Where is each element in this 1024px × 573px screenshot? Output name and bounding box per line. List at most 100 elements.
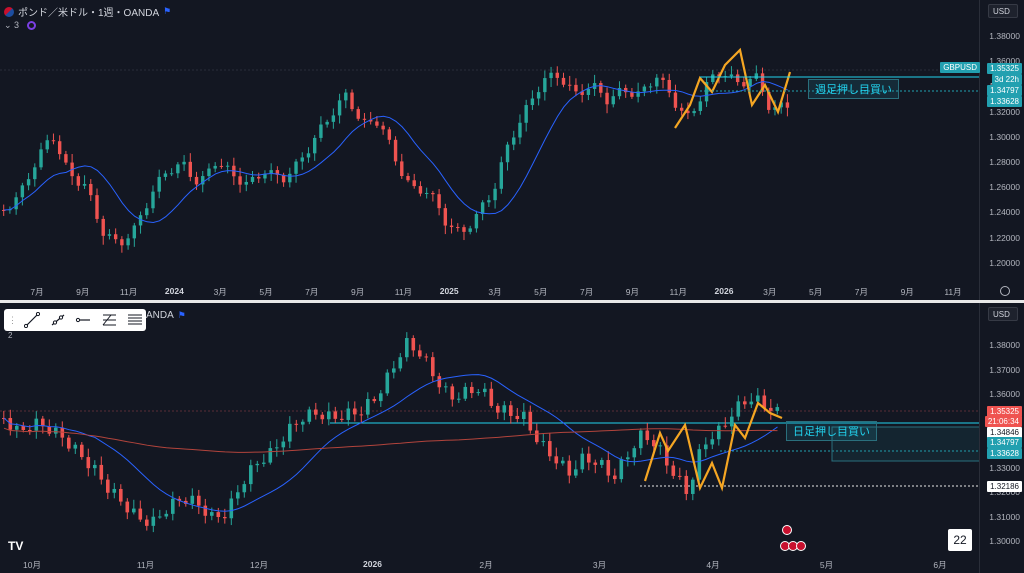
- level-tag-0: 1.34846: [987, 427, 1022, 438]
- candle-body: [138, 508, 143, 520]
- candle-body: [593, 462, 598, 465]
- time-axis[interactable]: 7月 9月 11月 2024 3月 5月 7月 9月 11月 2025 3月 5月 7月 9月 11月 202…: [0, 282, 980, 300]
- weekly-candlestick-plot[interactable]: [0, 0, 980, 282]
- candle-body: [164, 513, 169, 517]
- candle-body: [412, 180, 416, 187]
- candle-body: [493, 188, 497, 201]
- indicator-icon[interactable]: [27, 21, 37, 30]
- candle-body: [34, 418, 39, 431]
- drag-handle-icon[interactable]: ⋮: [8, 314, 17, 325]
- candle-body: [28, 429, 32, 431]
- candle-body: [112, 488, 117, 493]
- weekly-chart-pane[interactable]: ポンド／米ドル・1週・OANDA ⚑ ⌄ 3 USD 1.38000 1.3600…: [0, 0, 1024, 300]
- event-flag-icon[interactable]: [796, 541, 806, 551]
- price-axis[interactable]: USD 1.380001.370001.360001.350001.340001…: [979, 303, 1024, 573]
- flag-icon[interactable]: ⚑: [163, 6, 172, 16]
- candle-body: [275, 170, 280, 175]
- candle-body: [255, 463, 260, 466]
- candle-body: [717, 425, 721, 440]
- candle-body: [190, 495, 195, 504]
- tradingview-logo[interactable]: TV: [8, 539, 24, 553]
- candle-body: [346, 408, 351, 420]
- candle-body: [754, 73, 759, 79]
- event-flag-icon[interactable]: [782, 525, 792, 535]
- candle-body: [736, 401, 741, 417]
- price-tick: 1.22000: [989, 232, 1020, 243]
- candle-body: [379, 393, 383, 402]
- candle-body: [613, 475, 617, 480]
- time-tick: 7月: [305, 287, 319, 297]
- candle-body: [294, 161, 298, 174]
- candle-body: [457, 398, 461, 400]
- candle-body: [406, 176, 410, 181]
- weekly-annotation[interactable]: 週足押し目買い: [808, 79, 899, 99]
- candle-body: [362, 118, 367, 120]
- bar-count-badge[interactable]: 22: [948, 529, 972, 551]
- symbol-tag: GBPUSD: [940, 62, 980, 73]
- price-tick: 1.30000: [989, 131, 1020, 142]
- candle-body: [184, 500, 188, 504]
- candle-body: [599, 83, 603, 93]
- candle-body: [474, 214, 479, 229]
- candle-body: [307, 409, 312, 422]
- candle-body: [568, 84, 572, 86]
- time-tick: 7月: [579, 287, 594, 297]
- candle-body: [249, 465, 253, 485]
- price-tick: 1.30000: [989, 536, 1020, 546]
- time-axis[interactable]: 10月 11月 12月 2026 2月 3月 4月 5月 6月: [0, 555, 980, 573]
- candle-body: [213, 165, 217, 169]
- currency-button[interactable]: USD: [988, 4, 1018, 18]
- candle-body: [530, 98, 535, 106]
- pane-divider[interactable]: [0, 300, 1024, 303]
- candle-body: [574, 84, 578, 92]
- candle-body: [157, 176, 161, 192]
- candle-body: [158, 516, 162, 518]
- candle-body: [661, 77, 665, 81]
- currency-button[interactable]: USD: [988, 307, 1018, 321]
- candle-body: [107, 234, 112, 236]
- candle-body: [543, 78, 547, 93]
- candle-body: [600, 460, 604, 465]
- time-tick: 5月: [534, 287, 548, 297]
- zone-box: [831, 426, 980, 462]
- candle-body: [381, 125, 385, 130]
- collapse-indicators[interactable]: ⌄ 3: [4, 20, 20, 30]
- parallel-channel-icon[interactable]: [124, 311, 146, 329]
- flag-icon[interactable]: ⚑: [177, 310, 186, 320]
- candle-body: [60, 427, 65, 438]
- candle-body: [314, 409, 318, 415]
- candle-body: [73, 444, 78, 449]
- candle-body: [522, 411, 526, 420]
- price-tick: 1.32000: [989, 106, 1020, 117]
- time-tick: 2026: [363, 559, 382, 569]
- price-axis[interactable]: USD 1.380001.360001.340001.320001.300001…: [940, 0, 1024, 300]
- candle-body: [749, 401, 754, 405]
- trend-line-icon[interactable]: [21, 311, 43, 329]
- candle-body: [33, 167, 37, 180]
- candle-body: [567, 460, 572, 476]
- candle-body: [95, 195, 99, 219]
- fib-retracement-icon[interactable]: [98, 311, 120, 329]
- daily-chart-pane[interactable]: ⋮ ANDA ⚑ 2 USD 1.38000 1.37000 1.36000 1.35…: [0, 303, 1024, 573]
- settings-icon[interactable]: [1000, 286, 1010, 296]
- daily-annotation[interactable]: 日足押し目買い: [786, 421, 877, 441]
- candle-body: [353, 408, 357, 415]
- candle-body: [268, 448, 273, 463]
- candle-body: [76, 176, 81, 186]
- daily-candlestick-plot[interactable]: [0, 303, 980, 555]
- candle-body: [756, 395, 760, 402]
- ray-icon[interactable]: [47, 311, 69, 329]
- time-tick: 4月: [706, 560, 720, 570]
- indicator-count[interactable]: 2: [8, 331, 13, 340]
- time-tick: 3月: [592, 560, 607, 570]
- candle-body: [64, 154, 68, 163]
- candle-body: [93, 464, 97, 469]
- candle-body: [21, 425, 26, 430]
- candle-body: [648, 86, 653, 88]
- candle-body: [15, 425, 19, 430]
- candle-body: [20, 185, 25, 198]
- horizontal-ray-icon[interactable]: [73, 311, 95, 329]
- candle-body: [257, 176, 261, 179]
- candle-body: [580, 453, 585, 470]
- time-tick: 11月: [119, 287, 138, 297]
